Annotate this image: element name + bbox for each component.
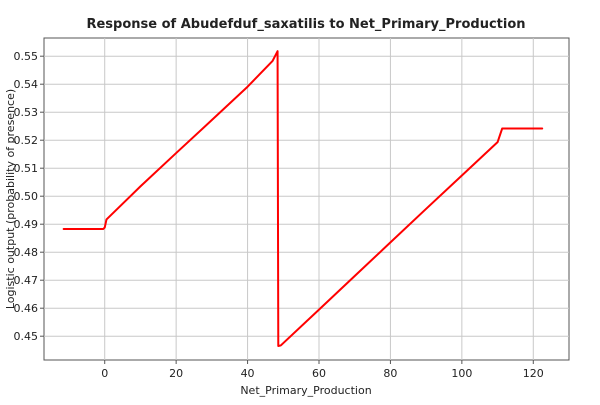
y-tick-label: 0.51 — [14, 162, 39, 175]
y-tick-label: 0.53 — [14, 106, 39, 119]
x-tick-label: 20 — [169, 367, 183, 380]
y-tick-label: 0.52 — [14, 134, 39, 147]
x-tick-label: 60 — [312, 367, 326, 380]
x-tick-label: 100 — [451, 367, 472, 380]
x-tick-label: 120 — [523, 367, 544, 380]
y-tick-label: 0.47 — [14, 274, 39, 287]
x-tick-label: 80 — [383, 367, 397, 380]
x-axis-ticks: 0 20 40 60 80 100 120 — [101, 360, 544, 380]
y-tick-label: 0.49 — [14, 218, 39, 231]
y-tick-label: 0.54 — [14, 78, 39, 91]
chart-title: Response of Abudefduf_saxatilis to Net_P… — [86, 17, 525, 32]
grid-lines — [44, 38, 569, 360]
plot-area — [43, 37, 570, 361]
x-tick-label: 40 — [241, 367, 255, 380]
y-tick-label: 0.45 — [14, 330, 39, 343]
y-axis-ticks: 0.45 0.46 0.47 0.48 0.49 0.50 0.51 0.52 0.53 0.54… — [14, 50, 44, 343]
y-tick-label: 0.48 — [14, 246, 39, 259]
x-tick-label: 0 — [101, 367, 108, 380]
x-axis-label: Net_Primary_Production — [240, 384, 371, 397]
y-tick-label: 0.46 — [14, 302, 39, 315]
response-curve-line — [62, 50, 544, 347]
y-tick-label: 0.55 — [14, 50, 39, 63]
series-layer — [62, 50, 544, 347]
y-axis-label: Logistic output (probability of presence… — [4, 89, 17, 309]
y-tick-label: 0.50 — [14, 190, 39, 203]
